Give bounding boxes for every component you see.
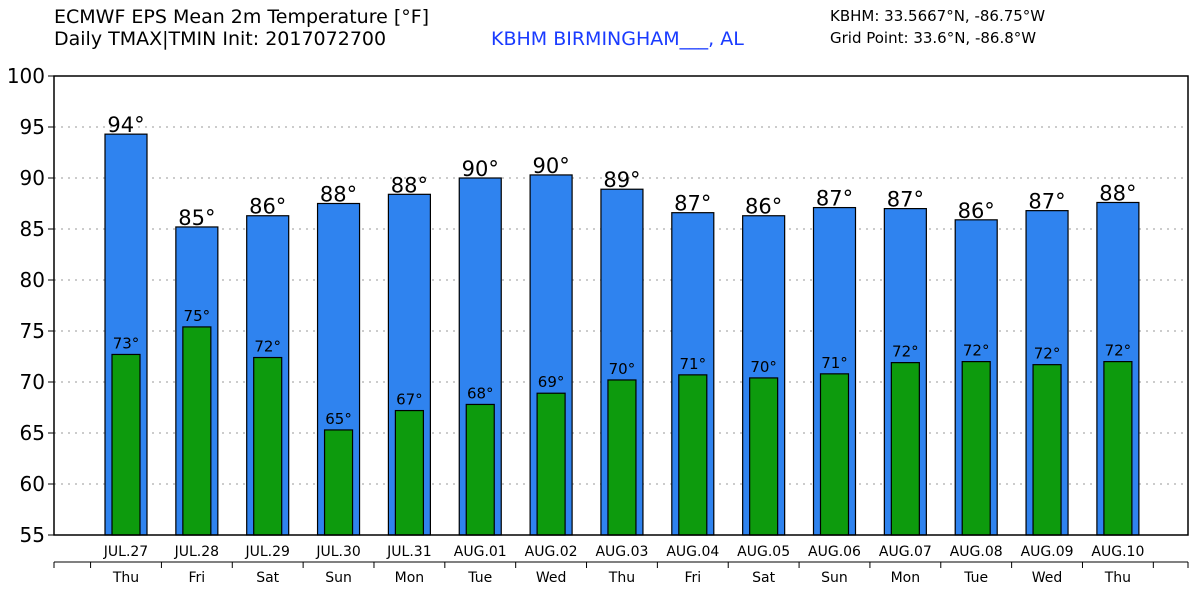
tmax-value-label: 88°: [391, 173, 428, 197]
tmin-value-label: 72°: [254, 338, 281, 356]
tmin-bar: [253, 356, 283, 536]
x-tick-label-date: AUG.08: [950, 544, 1003, 560]
y-tick-label: 95: [20, 115, 45, 139]
x-tick-label-date: AUG.09: [1021, 544, 1074, 560]
tmax-value-label: 88°: [320, 183, 357, 207]
tmin-bar: [465, 403, 495, 536]
tmin-value-label: 71°: [680, 355, 707, 373]
tmin-bar: [607, 379, 637, 536]
y-tick-label: 60: [20, 472, 45, 496]
x-tick-label-day: Thu: [1104, 570, 1131, 586]
x-tick-label-day: Thu: [608, 570, 635, 586]
x-tick-label-date: AUG.06: [808, 544, 861, 560]
y-tick-label: 55: [20, 523, 45, 547]
x-tick-label-date: AUG.04: [666, 544, 719, 560]
tmin-bar: [1032, 364, 1062, 536]
y-tick-label: 100: [7, 64, 45, 88]
x-tick-label-day: Wed: [1032, 570, 1063, 586]
y-tick-label: 75: [20, 319, 45, 343]
x-tick-label-day: Tue: [963, 570, 988, 586]
tmax-value-label: 89°: [603, 168, 640, 192]
tmin-value-label: 69°: [538, 373, 565, 391]
x-tick-label-day: Wed: [536, 570, 567, 586]
tmin-value-label: 70°: [609, 360, 636, 378]
x-tick-label-day: Sat: [752, 570, 775, 586]
y-tick-label: 65: [20, 421, 45, 445]
tmax-value-label: 85°: [178, 206, 215, 230]
tmax-value-label: 86°: [745, 195, 782, 219]
x-tick-label-date: AUG.10: [1091, 544, 1144, 560]
x-tick-label-date: JUL.27: [103, 544, 148, 560]
tmin-bar: [1103, 361, 1133, 536]
x-tick-label-day: Fri: [684, 570, 701, 586]
tmax-value-label: 90°: [462, 157, 499, 181]
y-tick-label: 80: [20, 268, 45, 292]
tmin-bar: [536, 392, 566, 536]
tmin-value-label: 65°: [325, 410, 352, 428]
tmax-value-label: 86°: [958, 199, 995, 223]
grid-point: Grid Point: 33.6°N, -86.8°W: [830, 29, 1037, 47]
x-tick-label-day: Sun: [821, 570, 848, 586]
x-tick-label-date: AUG.01: [454, 544, 507, 560]
y-tick-label: 85: [20, 217, 45, 241]
tmin-value-label: 67°: [396, 391, 423, 409]
tmin-value-label: 75°: [184, 307, 211, 325]
tmax-value-label: 94°: [107, 113, 144, 137]
tmin-value-label: 72°: [1034, 345, 1061, 363]
tmax-value-label: 87°: [1028, 190, 1065, 214]
tmin-value-label: 72°: [963, 342, 990, 360]
tmin-bar: [111, 353, 141, 536]
x-tick-label-date: JUL.30: [315, 544, 360, 560]
x-tick-label-day: Sat: [256, 570, 279, 586]
station-coordinates: KBHM: 33.5667°N, -86.75°W: [830, 7, 1046, 25]
x-tick-label-date: AUG.07: [879, 544, 932, 560]
tmin-bar: [394, 409, 424, 536]
x-tick-label-date: JUL.31: [386, 544, 431, 560]
x-tick-label-date: AUG.02: [525, 544, 578, 560]
tmin-value-label: 72°: [1105, 342, 1132, 360]
tmin-value-label: 72°: [892, 343, 919, 361]
tmin-value-label: 70°: [750, 358, 777, 376]
tmin-bar: [323, 429, 354, 536]
x-tick-label-day: Tue: [467, 570, 492, 586]
x-tick-label-date: AUG.05: [737, 544, 790, 560]
tmin-value-label: 73°: [113, 334, 140, 352]
plot-frame: [53, 75, 1189, 536]
y-tick-label: 90: [20, 166, 45, 190]
tmax-value-label: 87°: [816, 187, 853, 211]
x-tick-label-day: Sun: [325, 570, 352, 586]
x-tick-label-date: JUL.29: [244, 544, 289, 560]
tmin-value-label: 71°: [821, 354, 848, 372]
tmin-bar: [890, 362, 920, 536]
tmin-bar: [182, 326, 212, 536]
tmax-value-label: 90°: [532, 154, 569, 178]
y-tick-label: 70: [20, 370, 45, 394]
tmin-bar: [961, 361, 991, 536]
x-tick-label-day: Thu: [112, 570, 139, 586]
tmin-bar: [819, 373, 850, 536]
tmin-bar: [678, 374, 708, 536]
chart-title: ECMWF EPS Mean 2m Temperature [°F]: [54, 6, 430, 28]
x-tick-label-day: Mon: [891, 570, 921, 586]
tmax-value-label: 86°: [249, 195, 286, 219]
tmax-value-label: 87°: [887, 188, 924, 212]
station-name: KBHM BIRMINGHAM___, AL: [491, 28, 744, 50]
x-tick-label-day: Mon: [395, 570, 425, 586]
tmax-value-label: 87°: [674, 192, 711, 216]
x-tick-label-date: JUL.28: [174, 544, 219, 560]
chart-subtitle: Daily TMAX|TMIN Init: 2017072700: [54, 28, 387, 50]
x-tick-label-date: AUG.03: [595, 544, 648, 560]
tmin-bar: [749, 377, 779, 536]
x-tick-label-day: Fri: [189, 570, 206, 586]
tmax-value-label: 88°: [1099, 181, 1136, 205]
tmin-value-label: 68°: [467, 384, 494, 402]
